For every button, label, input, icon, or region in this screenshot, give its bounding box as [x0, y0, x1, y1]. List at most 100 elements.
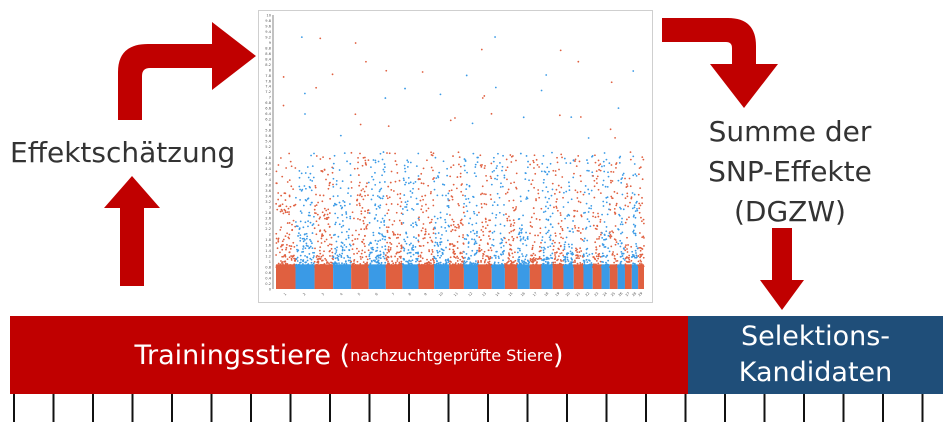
snp-point	[378, 196, 381, 199]
snp-point	[452, 266, 455, 268]
snp-point	[639, 187, 642, 189]
y-tick-label: 9	[269, 41, 272, 45]
snp-point	[577, 265, 580, 268]
snp-point	[387, 125, 390, 128]
snp-point	[337, 235, 340, 238]
snp-point	[429, 236, 432, 239]
snp-point	[417, 239, 420, 242]
snp-point	[485, 174, 487, 177]
snp-point	[381, 238, 384, 240]
snp-point	[572, 220, 574, 222]
y-tick-label: 4	[269, 178, 272, 182]
snp-point	[351, 234, 354, 237]
snp-point	[363, 156, 366, 159]
snp-point	[300, 189, 303, 192]
snp-point	[638, 173, 640, 176]
y-tick-label: 8	[269, 68, 272, 72]
curved-arrow-down-icon	[662, 18, 778, 108]
snp-point	[590, 266, 593, 268]
snp-point	[478, 211, 480, 214]
snp-point	[570, 198, 573, 201]
snp-point	[561, 229, 564, 232]
snp-point	[505, 263, 508, 266]
snp-point	[610, 195, 613, 198]
snp-point	[515, 159, 517, 162]
snp-point	[408, 243, 411, 246]
snp-point	[368, 221, 371, 224]
snp-point	[417, 252, 419, 255]
snp-point	[511, 235, 514, 238]
snp-point	[489, 255, 492, 258]
snp-point	[315, 193, 317, 196]
snp-point	[472, 210, 475, 213]
snp-point	[628, 177, 631, 180]
snp-point	[327, 223, 330, 226]
snp-point	[631, 192, 634, 194]
snp-point	[436, 254, 439, 257]
snp-point	[519, 152, 522, 155]
snp-point	[391, 223, 394, 226]
snp-point	[549, 162, 552, 165]
snp-point	[321, 234, 323, 237]
snp-point	[390, 243, 393, 245]
snp-point	[335, 249, 338, 252]
snp-point	[472, 262, 475, 265]
snp-point	[503, 224, 506, 227]
snp-point	[394, 152, 396, 155]
snp-point	[600, 260, 603, 263]
snp-point	[626, 195, 629, 198]
snp-point	[376, 264, 379, 267]
snp-point	[447, 192, 450, 195]
snp-point	[602, 205, 605, 207]
snp-point	[603, 152, 606, 154]
snp-sum-line-1: Summe der	[708, 115, 872, 148]
snp-point	[595, 255, 598, 258]
snp-point	[421, 205, 423, 207]
snp-point	[379, 254, 382, 257]
snp-point	[481, 221, 484, 224]
snp-point	[513, 265, 516, 268]
snp-point	[610, 265, 613, 268]
snp-point	[295, 225, 298, 227]
x-tick-label: 16	[520, 291, 526, 297]
snp-point	[552, 239, 555, 242]
snp-point	[458, 163, 460, 166]
snp-point	[518, 232, 521, 235]
snp-point	[388, 152, 391, 155]
snp-point	[502, 253, 505, 255]
snp-point	[403, 164, 406, 167]
snp-point	[332, 183, 334, 186]
snp-point	[314, 184, 317, 187]
snp-point	[364, 162, 367, 164]
snp-point	[341, 214, 344, 216]
snp-point	[602, 160, 605, 163]
snp-point	[533, 212, 535, 215]
y-tick-label: 5	[269, 151, 271, 155]
snp-point	[313, 208, 316, 211]
snp-point	[500, 182, 502, 185]
snp-point	[388, 219, 391, 221]
snp-point	[467, 246, 470, 248]
snp-point	[311, 247, 314, 250]
snp-point	[340, 256, 343, 259]
snp-point	[639, 249, 642, 252]
snp-point	[501, 169, 503, 172]
snp-point	[606, 265, 608, 268]
snp-point	[320, 242, 323, 244]
snp-point	[480, 259, 482, 262]
snp-point	[294, 167, 297, 169]
snp-point	[382, 195, 385, 198]
snp-point	[545, 74, 548, 76]
snp-point	[624, 204, 627, 207]
snp-point	[463, 263, 465, 265]
chromosome-band	[478, 264, 492, 289]
snp-point	[444, 218, 446, 221]
snp-point	[586, 162, 589, 165]
snp-point	[422, 167, 425, 170]
snp-point	[574, 226, 577, 229]
snp-point	[635, 242, 637, 245]
snp-point	[384, 214, 386, 217]
chromosome-band	[638, 264, 644, 289]
snp-point	[385, 69, 388, 72]
snp-point	[459, 252, 462, 255]
